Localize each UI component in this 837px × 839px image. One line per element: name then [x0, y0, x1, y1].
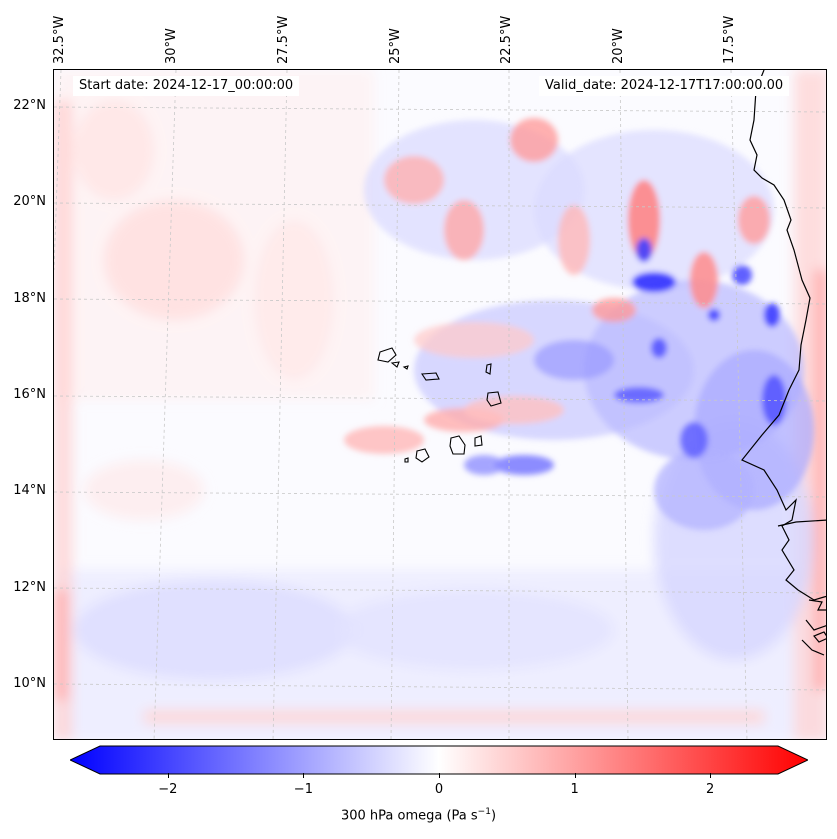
valid-date-label: Valid_date: 2024-12-17T17:00:00.00	[539, 76, 790, 96]
colorbar-tick-mark	[710, 773, 712, 778]
omega-map	[53, 69, 827, 740]
colorbar-tick-label: 1	[570, 782, 579, 797]
convective-field	[344, 118, 814, 530]
background-field	[54, 70, 826, 739]
lat-label: 20°N	[13, 194, 46, 209]
lon-label: 17.5°W	[722, 15, 737, 64]
lon-label: 27.5°W	[276, 15, 291, 64]
colorbar-tick-mark	[167, 773, 169, 778]
lon-label: 32.5°W	[52, 15, 67, 64]
lat-label: 16°N	[13, 387, 46, 402]
colorbar-tick-mark	[439, 773, 440, 778]
colorbar-tick-label: 2	[706, 782, 715, 797]
colorbar	[70, 745, 808, 775]
colorbar-label: 300 hPa omega (Pa s−1)	[0, 807, 837, 823]
lon-label: 20°W	[611, 28, 626, 64]
colorbar-variable: 300 hPa omega	[340, 808, 443, 824]
colorbar-tick-mark	[303, 773, 305, 778]
colorbar-tick-label: −1	[293, 782, 313, 797]
colorbar-tick-label: 0	[434, 782, 444, 797]
lon-label: 22.5°W	[499, 15, 514, 64]
cape-verde-islands	[377, 347, 502, 463]
coastline	[741, 70, 826, 656]
omega-field	[54, 70, 826, 739]
lat-label: 12°N	[13, 580, 46, 595]
colorbar-tick-label: −2	[158, 782, 178, 797]
lat-label: 10°N	[13, 676, 46, 691]
lon-label: 25°W	[388, 28, 403, 64]
lon-label: 30°W	[164, 28, 179, 64]
lat-label: 18°N	[13, 291, 46, 306]
lat-label: 22°N	[13, 98, 46, 113]
colorbar-units-close: )	[490, 808, 497, 824]
colorbar-units: (Pa s	[446, 808, 478, 824]
lat-label: 14°N	[13, 483, 46, 498]
start-date-label: Start date: 2024-12-17_00:00:00	[73, 76, 300, 96]
graticule	[54, 70, 826, 739]
colorbar-tick-mark	[574, 773, 576, 778]
colorbar-units-exponent: −1	[477, 807, 491, 817]
colorbar-bar	[70, 745, 808, 775]
